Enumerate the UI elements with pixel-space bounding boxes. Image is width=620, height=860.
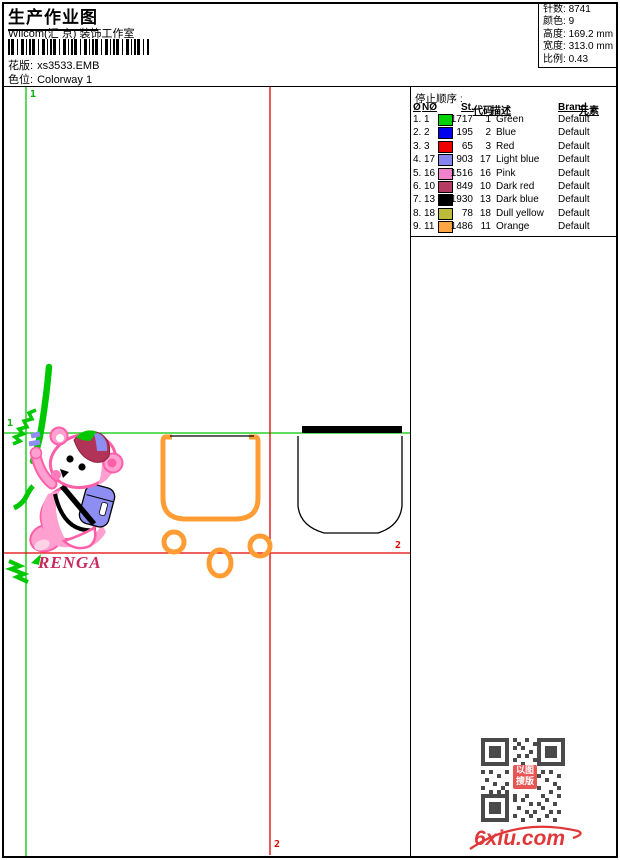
bear-cap-green-patch — [76, 430, 97, 441]
table-row: 1. 1 1717 1 Green Default — [413, 114, 590, 126]
barcode — [8, 39, 149, 55]
right-column-divider — [410, 87, 411, 856]
color-swatch — [438, 140, 453, 153]
page-title: 生产作业图 — [8, 3, 98, 31]
green-arrow-blob — [31, 554, 41, 565]
studio-name: Wilcom(汇 京) 装饰工作室 — [8, 28, 135, 40]
color-swatch — [438, 127, 453, 140]
col-header-st: St. — [461, 102, 474, 113]
site-watermark: 6xiu.com — [474, 827, 566, 850]
scale-row: 比例: 0.43 — [543, 53, 589, 65]
orange-ring-center — [206, 547, 234, 579]
bear-motif — [29, 426, 124, 553]
header-divider — [2, 86, 618, 87]
color-swatch — [438, 194, 453, 207]
renga-lettering: RENGA — [38, 553, 102, 572]
color-swatch — [438, 207, 453, 220]
blue-vertical-lettering — [28, 431, 41, 464]
bear-foot-pad — [34, 539, 50, 551]
table-row: 3. 3 65 3 Red Default — [413, 140, 590, 153]
pocket-top-bar — [302, 426, 402, 433]
bear-right-eye — [78, 463, 86, 471]
bear-body-pink-left — [41, 490, 70, 548]
black-pocket-outline — [297, 436, 403, 534]
color-swatch — [438, 154, 453, 167]
pattern-label: 花版: — [8, 60, 34, 72]
pattern-value: xs3533.EMB — [37, 60, 100, 72]
color-swatch — [438, 114, 453, 126]
stop-table-title: 停止顺序 : — [415, 93, 463, 105]
guide-lines — [4, 87, 410, 856]
colorway-value: Colorway 1 — [37, 74, 93, 86]
table-row: 8. 18 78 18 Dull yellow Default — [413, 207, 590, 220]
orange-pocket — [160, 434, 273, 579]
color-swatch — [438, 167, 453, 180]
black-pocket — [297, 426, 403, 534]
guide-label-red-right: 2 — [395, 540, 402, 551]
bear-cheek-blush — [51, 470, 61, 480]
bear-strap-diagonal — [59, 484, 97, 526]
backpack-buckle — [98, 501, 108, 517]
colors-row: 颜色: 9 — [543, 16, 575, 28]
table-row: 7. 13 1930 13 Dark blue Default — [413, 194, 590, 207]
qr-finder-patterns — [481, 738, 565, 822]
table-row: 2. 2 195 2 Blue Default — [413, 127, 590, 140]
col-header-n0: NØ — [422, 102, 437, 113]
col-header-num: Ø — [413, 102, 421, 113]
table-row: 9. 11 1486 11 Orange Default — [413, 221, 590, 234]
col-header-elem: 元素 — [579, 106, 599, 117]
logo-swoosh — [469, 825, 582, 850]
pattern-field: 花版: xs3533.EMB — [8, 57, 99, 73]
col-header-code: 代码 — [473, 106, 493, 117]
orange-ring-left — [161, 529, 187, 555]
table-row: 6. 10 849 10 Dark red Default — [413, 181, 590, 193]
green-scribble-bottom — [5, 559, 30, 584]
bear-right-ear-inner — [107, 458, 117, 468]
guide-label-green-top: 1 — [30, 89, 37, 100]
col-header-brand: Brand — [558, 102, 587, 113]
bear-left-eye — [66, 455, 74, 463]
height-row: 高度: 169.2 mm — [543, 28, 614, 40]
green-script-upper — [11, 408, 37, 446]
table-row: 5. 16 1516 16 Pink Default — [413, 167, 590, 180]
width-row: 宽度: 313.0 mm — [543, 41, 614, 53]
qr-data-modules — [481, 738, 561, 822]
bear-front-paw — [61, 526, 97, 550]
bear-nose — [60, 469, 69, 478]
stamp-line1: 以图 — [515, 765, 534, 775]
table-row: 4. 17 903 17 Light blue Default — [413, 154, 590, 167]
guide-label-green-left: 1 — [7, 418, 14, 429]
stamp-line2: 搜版 — [515, 776, 534, 786]
red-stamp: 以图 搜版 — [513, 765, 537, 789]
orange-ring-right — [247, 533, 273, 559]
guide-label-red-bottom: 2 — [274, 839, 281, 850]
stop-sequence-table: 停止顺序 : Ø NØ St. 代码 描述 Brand 元素 1. 1 1717 1 G… — [411, 87, 617, 237]
bear-cap-blue-patch — [94, 433, 108, 451]
color-swatch — [438, 221, 453, 234]
stitches-row: 针数: 8741 — [543, 4, 591, 15]
bear-hand-paw — [29, 446, 43, 460]
colorway-label: 色位: — [8, 74, 34, 86]
design-info-box: 针数: 8741 颜色: 9 高度: 169.2 mm 宽度: 313.0 mm… — [538, 2, 616, 68]
green-script-lower — [12, 484, 35, 511]
colorway-field: 色位: Colorway 1 — [8, 71, 92, 87]
col-header-desc: 描述 — [491, 106, 511, 117]
orange-pocket-outline — [160, 434, 261, 522]
bear-left-ear-inner — [56, 434, 64, 442]
color-swatch — [438, 181, 453, 193]
